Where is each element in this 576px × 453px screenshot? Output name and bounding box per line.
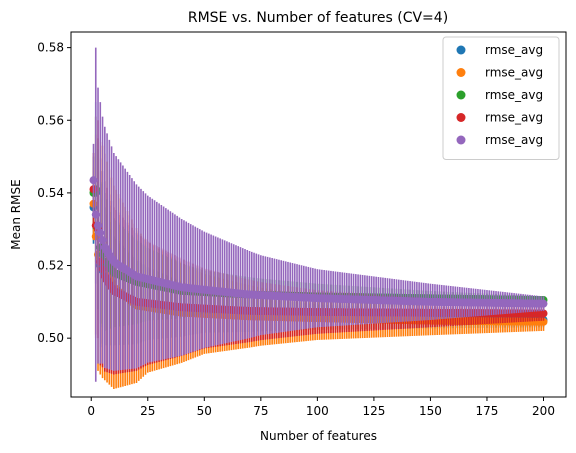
legend-label: rmse_avg <box>485 66 543 80</box>
legend-label: rmse_avg <box>485 111 543 125</box>
legend-marker <box>456 45 466 55</box>
legend-item: rmse_avg <box>456 133 543 147</box>
x-tick-label: 25 <box>140 404 155 418</box>
legend-marker <box>456 113 466 122</box>
data-point <box>94 221 103 230</box>
x-tick-label: 50 <box>197 404 212 418</box>
chart-title: RMSE vs. Number of features (CV=4) <box>188 10 448 26</box>
data-point <box>539 299 548 308</box>
legend-label: rmse_avg <box>485 43 543 57</box>
y-tick-label: 0.52 <box>37 259 64 273</box>
x-tick-label: 100 <box>306 404 329 418</box>
x-axis-label: Number of features <box>260 429 377 443</box>
y-axis-label: Mean RMSE <box>9 179 23 249</box>
x-tick-label: 150 <box>419 404 442 418</box>
legend-label: rmse_avg <box>485 133 543 147</box>
y-tick-label: 0.56 <box>37 113 64 127</box>
x-tick-label: 75 <box>253 404 268 418</box>
x-tick-label: 0 <box>87 404 95 418</box>
data-point <box>89 176 98 185</box>
legend-marker <box>456 135 466 145</box>
x-axis: 0 25 50 75 100 125 150 175 200 <box>87 397 555 418</box>
data-point <box>91 210 100 219</box>
y-axis: 0.50 0.52 0.54 0.56 0.58 <box>37 41 71 345</box>
legend-item: rmse_avg <box>456 111 543 125</box>
x-tick-label: 200 <box>532 404 555 418</box>
y-tick-label: 0.58 <box>37 41 64 55</box>
data-point <box>539 309 548 318</box>
y-tick-label: 0.54 <box>37 186 64 200</box>
series-5 <box>89 47 548 382</box>
legend: rmse_avg rmse_avg rmse_avg rmse_avg rmse_avg <box>442 36 560 160</box>
legend-marker <box>456 68 466 77</box>
plot-area <box>89 47 548 390</box>
legend-box <box>442 36 560 160</box>
y-tick-label: 0.50 <box>37 331 64 345</box>
legend-marker <box>456 90 466 100</box>
legend-item: rmse_avg <box>456 88 543 102</box>
data-point <box>96 228 105 237</box>
data-point <box>98 236 107 245</box>
legend-item: rmse_avg <box>456 43 543 57</box>
x-tick-label: 175 <box>476 404 499 418</box>
legend-label: rmse_avg <box>485 88 543 102</box>
legend-item: rmse_avg <box>456 66 543 80</box>
x-tick-label: 125 <box>362 404 385 418</box>
axes-frame <box>70 31 567 398</box>
